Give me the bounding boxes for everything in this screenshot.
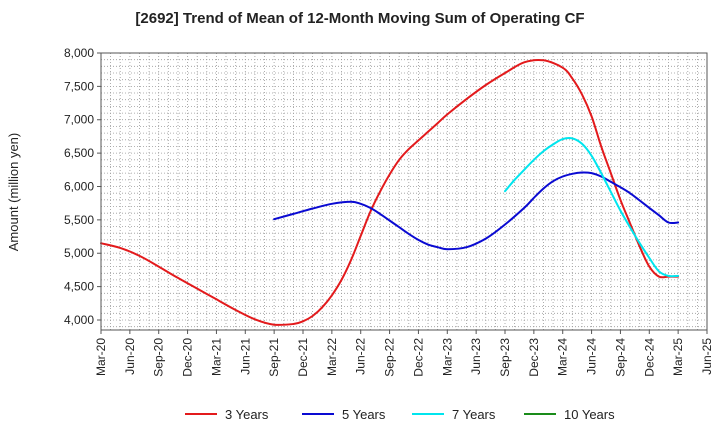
legend-label-3-years: 3 Years	[225, 407, 269, 422]
legend: 3 Years 5 Years 7 Years 10 Years	[185, 407, 615, 422]
x-tick-label: Dec-23	[527, 338, 541, 377]
y-tick-label: 4,000	[64, 313, 94, 327]
x-tick-label: Mar-22	[325, 338, 339, 376]
x-tick-label: Sep-21	[267, 338, 281, 377]
series-line-7-years	[504, 137, 680, 278]
x-tick-label: Sep-24	[613, 338, 627, 377]
chart-title: [2692] Trend of Mean of 12-Month Moving …	[135, 10, 585, 27]
legend-label-10-years: 10 Years	[564, 407, 615, 422]
x-tick-label: Jun-21	[238, 338, 252, 375]
series-line-3-years	[100, 58, 680, 326]
x-tick-label: Dec-20	[181, 338, 195, 377]
x-tick-label: Sep-20	[152, 338, 166, 377]
y-tick-label: 8,000	[64, 46, 94, 60]
series-line-5-years	[273, 171, 680, 251]
x-tick-label: Mar-21	[209, 338, 223, 376]
x-tick-label: Dec-21	[296, 338, 310, 377]
x-axis-ticks: Mar-20 Jun-20 Sep-20 Dec-20 Mar-21 Jun-21 Sep-…	[94, 330, 714, 377]
x-tick-label: Dec-24	[642, 338, 656, 377]
y-tick-label: 5,500	[64, 213, 94, 227]
y-tick-label: 5,000	[64, 246, 94, 260]
x-tick-label: Jun-24	[585, 338, 599, 375]
x-tick-label: Mar-20	[94, 338, 108, 376]
x-tick-label: Jun-20	[123, 338, 137, 375]
series-layer	[100, 58, 680, 326]
y-tick-label: 6,500	[64, 146, 94, 160]
x-tick-label: Mar-23	[440, 338, 454, 376]
x-tick-label: Dec-22	[411, 338, 425, 377]
plot-frame	[100, 52, 708, 331]
x-tick-label: Jun-25	[700, 338, 714, 375]
x-tick-label: Sep-23	[498, 338, 512, 377]
y-tick-label: 6,000	[64, 179, 94, 193]
y-axis-label: Amount (million yen)	[6, 133, 21, 252]
y-tick-label: 7,000	[64, 113, 94, 127]
y-axis-ticks: 4,000 4,500 5,000 5,500 6,000 6,500 7,000 7,500…	[64, 46, 101, 327]
grid-layer	[101, 52, 707, 330]
legend-label-5-years: 5 Years	[342, 407, 386, 422]
x-tick-label: Jun-23	[469, 338, 483, 375]
y-tick-label: 7,500	[64, 79, 94, 93]
x-tick-label: Sep-22	[383, 338, 397, 377]
legend-label-7-years: 7 Years	[452, 407, 496, 422]
y-tick-label: 4,500	[64, 280, 94, 294]
x-tick-label: Mar-25	[671, 338, 685, 376]
x-tick-label: Jun-22	[354, 338, 368, 375]
x-tick-label: Mar-24	[556, 338, 570, 376]
